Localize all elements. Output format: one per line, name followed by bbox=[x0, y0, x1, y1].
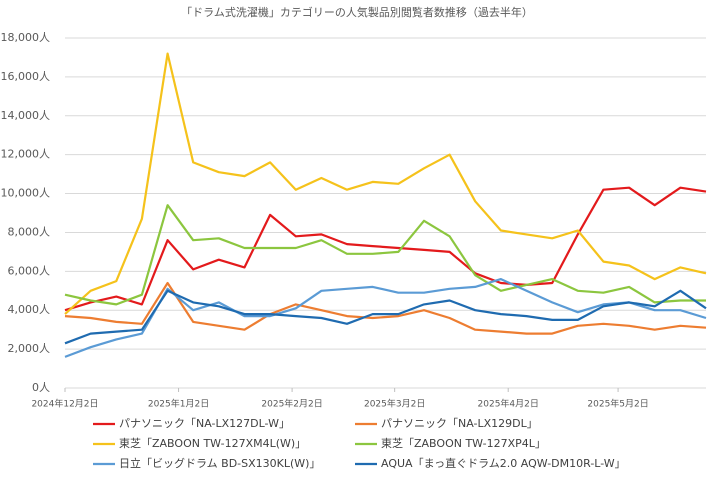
y-tick-label: 18,000人 bbox=[1, 31, 51, 44]
legend-label: 日立「ビッグドラム BD-SX130KL(W)」 bbox=[119, 456, 320, 470]
y-tick-label: 10,000人 bbox=[1, 187, 51, 200]
series-line bbox=[64, 289, 707, 345]
x-tick-label: 2025年3月2日 bbox=[364, 398, 425, 410]
y-tick-label: 2,000人 bbox=[8, 342, 51, 355]
x-tick-label: 2025年5月2日 bbox=[587, 398, 648, 410]
x-tick-label: 2025年2月2日 bbox=[261, 398, 322, 410]
legend-label: 東芝「ZABOON TW-127XM4L(W)」 bbox=[119, 437, 306, 450]
x-tick-label: 2025年4月2日 bbox=[478, 398, 539, 410]
y-tick-label: 12,000人 bbox=[1, 148, 51, 161]
chart-title: 「ドラム式洗濯機」カテゴリーの人気製品別閲覧者数推移（過去半年） bbox=[181, 5, 533, 19]
series-line bbox=[64, 204, 706, 306]
series-line bbox=[64, 52, 707, 315]
x-tick-label: 2025年1月2日 bbox=[148, 398, 209, 410]
legend-label: パナソニック「NA-LX127DL-W」 bbox=[119, 417, 290, 430]
y-tick-label: 6,000人 bbox=[8, 264, 51, 277]
legend-label: 東芝「ZABOON TW-127XP4L」 bbox=[381, 437, 546, 450]
x-tick-label: 2024年12月2日 bbox=[31, 398, 98, 410]
legend-label: AQUA「まっ直ぐドラム2.0 AQW-DM10R-L-W」 bbox=[381, 456, 626, 470]
series-line bbox=[64, 281, 707, 335]
y-tick-label: 0人 bbox=[32, 381, 50, 394]
y-tick-label: 16,000人 bbox=[1, 70, 51, 83]
y-tick-label: 14,000人 bbox=[1, 109, 51, 122]
series-line bbox=[64, 186, 707, 312]
legend-label: パナソニック「NA-LX129DL」 bbox=[381, 417, 538, 430]
y-tick-label: 4,000人 bbox=[8, 303, 51, 316]
y-tick-label: 8,000人 bbox=[8, 225, 51, 238]
